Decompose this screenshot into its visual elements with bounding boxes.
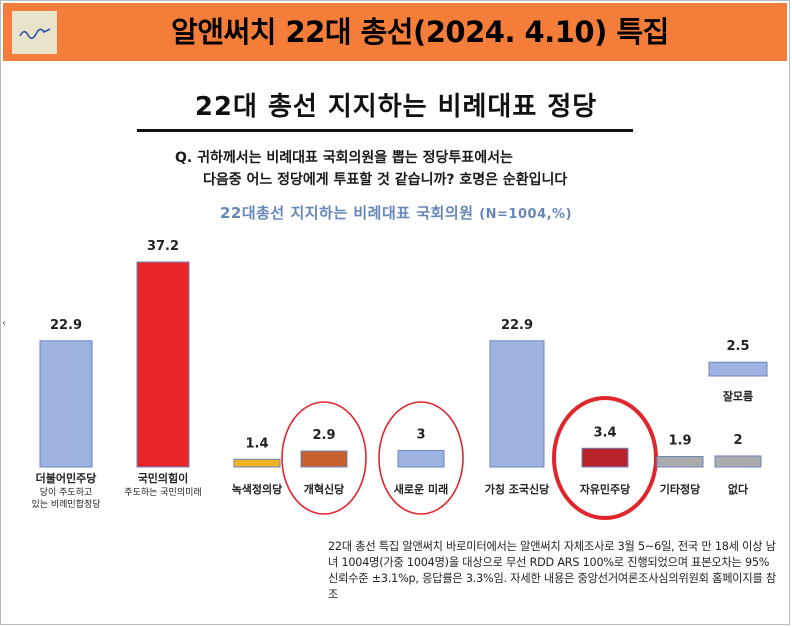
category-label-4: 새로운 미래	[394, 482, 448, 496]
chart-title-sample: (N=1004,%)	[479, 207, 573, 222]
category-label-6: 자유민주당	[580, 482, 631, 496]
category-label-8: 없다	[728, 482, 749, 496]
value-label-0: 22.9	[50, 318, 82, 333]
value-label-8: 2	[733, 433, 742, 448]
category-label-2: 녹색정의당	[232, 482, 283, 496]
category-label-3: 개혁신당	[304, 482, 344, 496]
bar-8	[714, 455, 762, 468]
survey-question: Q. 귀하께서는 비례대표 국회의원을 뽑는 정당투표에서는 다음중 어느 정당…	[175, 147, 735, 191]
category-sublabel-1-0: 주도하는 국민의미래	[124, 487, 201, 498]
chart-title-main: 22대총선 지지하는 비례대표 국회의원	[219, 204, 480, 222]
value-label-3: 2.9	[312, 428, 335, 443]
category-label-7: 기타정당	[660, 482, 700, 496]
header-banner: 알앤써치 22대 총선(2024. 4.10) 특집	[3, 3, 787, 61]
highlight-ring-4	[378, 401, 464, 515]
bar-5	[489, 340, 545, 468]
highlight-ring-3	[281, 401, 367, 515]
question-line-1: Q. 귀하께서는 비례대표 국회의원을 뽑는 정당투표에서는	[175, 150, 513, 166]
bar-9	[708, 361, 768, 377]
survey-footnote: 22대 총선 특집 알앤써치 바로미터에서는 알앤써치 자체조사로 3월 5~6…	[328, 540, 777, 601]
value-label-4: 3	[416, 427, 425, 442]
subtitle-underline	[137, 129, 633, 132]
bar-2	[233, 458, 281, 468]
bar-7	[656, 456, 704, 468]
header-title: 알앤써치 22대 총선(2024. 4.10) 특집	[171, 15, 669, 49]
bar-6	[581, 447, 629, 468]
value-label-9: 2.5	[726, 339, 749, 354]
value-label-2: 1.4	[245, 436, 268, 451]
value-label-1: 37.2	[147, 239, 179, 254]
page-subtitle: 22대 총선 지지하는 비례대표 정당	[194, 92, 598, 122]
value-label-5: 22.9	[501, 318, 533, 333]
chart-title: 22대총선 지지하는 비례대표 국회의원 (N=1004,%)	[0, 202, 792, 223]
category-label-9: 잘모름	[723, 390, 753, 403]
question-line-2: 다음중 어느 정당에게 투표할 것 같습니까? 호명은 순환입니다	[203, 172, 568, 188]
bar-3	[300, 450, 348, 468]
category-label-0: 더불어민주당	[36, 471, 97, 485]
brand-logo-icon	[12, 11, 57, 54]
highlight-ring-6	[552, 396, 658, 520]
bar-1	[136, 261, 190, 468]
edge-mark: ‹	[2, 318, 6, 329]
category-sublabel-0-0: 당이 주도하고	[40, 487, 93, 498]
category-sublabel-0-1: 있는 비례민합정당	[31, 498, 100, 510]
bar-4	[397, 449, 445, 468]
bar-0	[39, 340, 93, 468]
value-label-6: 3.4	[593, 425, 616, 440]
category-label-5: 가칭 조국신당	[485, 482, 550, 496]
category-label-1: 국민의힘이	[138, 471, 189, 485]
value-label-7: 1.9	[668, 434, 691, 449]
